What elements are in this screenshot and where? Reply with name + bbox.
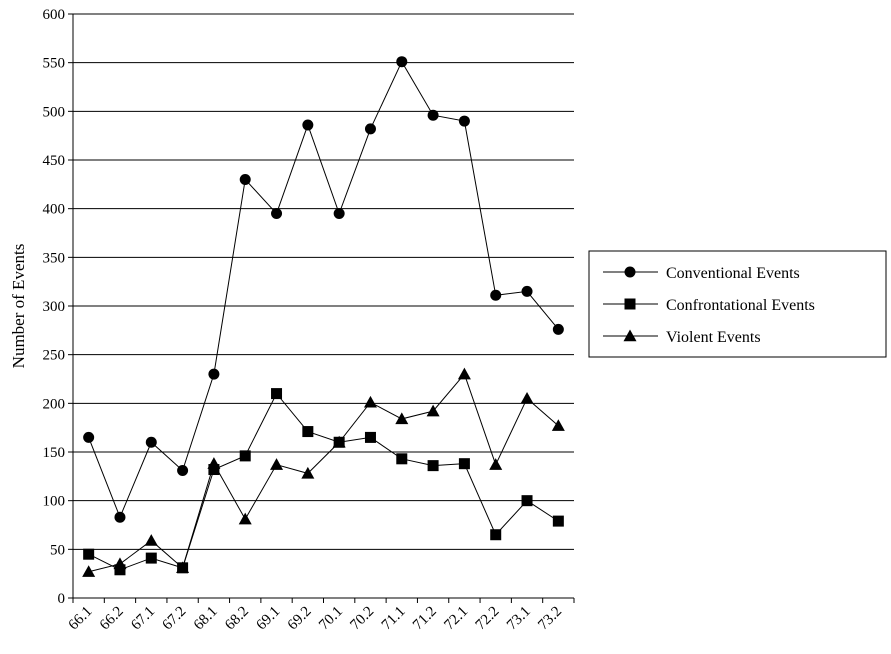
data-point-triangle bbox=[238, 512, 252, 525]
series-line bbox=[88, 373, 559, 573]
data-point-triangle bbox=[207, 457, 221, 469]
x-tick-label: 71.2 bbox=[410, 604, 440, 634]
x-tick-label: 69.1 bbox=[253, 604, 283, 634]
data-point-square bbox=[364, 431, 376, 443]
x-tick-label: 66.1 bbox=[66, 604, 96, 634]
data-point-circle bbox=[458, 115, 470, 127]
legend-item: Conventional Events bbox=[603, 265, 800, 282]
data-point-square bbox=[83, 548, 95, 560]
data-point-triangle bbox=[395, 412, 409, 425]
y-tick-label: 350 bbox=[43, 250, 66, 266]
data-point-circle bbox=[271, 208, 283, 220]
data-point-circle bbox=[521, 285, 533, 297]
axes bbox=[68, 13, 575, 603]
series-circle bbox=[83, 56, 564, 523]
legend: Conventional Events Confrontational Event… bbox=[588, 250, 887, 358]
data-point-circle bbox=[208, 368, 220, 380]
y-tick-label: 100 bbox=[43, 494, 66, 510]
data-point-circle bbox=[114, 511, 126, 523]
x-tick-label: 68.1 bbox=[191, 604, 221, 634]
data-point-triangle bbox=[113, 557, 127, 570]
y-tick-label: 200 bbox=[43, 396, 66, 412]
x-tick-label: 73.2 bbox=[535, 604, 565, 634]
legend-marker-circle bbox=[624, 266, 636, 278]
x-tick-label: 72.2 bbox=[473, 604, 503, 634]
data-point-circle bbox=[145, 436, 157, 448]
x-tick-label: 66.2 bbox=[97, 604, 127, 634]
series-line bbox=[88, 392, 559, 571]
x-tick-label: 68.2 bbox=[222, 604, 252, 634]
data-point-circle bbox=[302, 119, 314, 131]
legend-marker-square bbox=[624, 298, 636, 310]
data-point-circle bbox=[83, 431, 95, 443]
x-tick-label: 72.1 bbox=[441, 604, 471, 634]
data-point-square bbox=[302, 426, 314, 438]
data-point-square bbox=[271, 388, 283, 400]
data-point-triangle bbox=[551, 419, 565, 431]
legend-item: Confrontational Events bbox=[603, 297, 815, 314]
series-square bbox=[83, 388, 564, 576]
y-tick-label: 550 bbox=[43, 56, 66, 72]
data-point-square bbox=[145, 552, 157, 564]
legend-marker-triangle bbox=[623, 329, 637, 342]
x-tick-label: 67.1 bbox=[128, 604, 158, 634]
x-tick-label: 71.1 bbox=[379, 604, 409, 634]
data-point-triangle bbox=[270, 458, 284, 470]
x-tick-label: 70.1 bbox=[316, 604, 346, 634]
data-point-triangle bbox=[82, 565, 96, 577]
gridlines bbox=[73, 13, 574, 550]
x-tick-label: 70.2 bbox=[347, 604, 377, 634]
y-axis-label: Number of Events bbox=[9, 244, 28, 369]
data-point-circle bbox=[333, 208, 345, 220]
data-point-circle bbox=[177, 464, 189, 476]
series-group bbox=[82, 56, 565, 577]
legend-label: Confrontational Events bbox=[666, 297, 815, 314]
data-point-circle bbox=[552, 323, 564, 335]
data-point-triangle bbox=[176, 561, 190, 574]
data-point-square bbox=[114, 564, 126, 576]
data-point-circle bbox=[396, 56, 408, 68]
data-point-square bbox=[490, 529, 502, 541]
data-point-square bbox=[552, 515, 564, 527]
data-point-circle bbox=[239, 173, 251, 185]
data-point-square bbox=[458, 458, 470, 470]
data-point-square bbox=[521, 495, 533, 507]
data-point-triangle bbox=[301, 466, 315, 479]
data-point-triangle bbox=[520, 391, 534, 404]
legend-label: Violent Events bbox=[666, 329, 761, 346]
y-tick-label: 450 bbox=[43, 153, 66, 169]
data-point-square bbox=[427, 460, 439, 472]
y-tick-label: 500 bbox=[43, 104, 66, 120]
y-tick-label: 400 bbox=[43, 202, 66, 218]
data-point-triangle bbox=[457, 367, 471, 380]
data-point-circle bbox=[364, 123, 376, 135]
data-point-circle bbox=[427, 109, 439, 121]
data-point-square bbox=[396, 453, 408, 465]
y-tick-labels: 0 50 100 150 200 250 300 350 400 450 500 550 600 bbox=[43, 7, 66, 607]
y-tick-label: 250 bbox=[43, 348, 66, 364]
data-point-triangle bbox=[144, 534, 158, 546]
x-tick-label: 67.2 bbox=[160, 604, 190, 634]
data-point-triangle bbox=[363, 395, 377, 408]
x-tick-label: 69.2 bbox=[285, 604, 315, 634]
y-tick-label: 50 bbox=[50, 542, 65, 558]
data-point-triangle bbox=[489, 458, 503, 470]
y-tick-label: 150 bbox=[43, 445, 66, 461]
series-line bbox=[88, 60, 559, 519]
data-point-square bbox=[239, 450, 251, 462]
y-tick-label: 0 bbox=[58, 591, 66, 607]
y-tick-label: 600 bbox=[43, 7, 66, 23]
x-tick-labels: 66.1 66.2 67.1 67.2 68.1 68.2 69.1 69.2 70.1 70.2… bbox=[66, 604, 566, 634]
data-point-square bbox=[208, 464, 220, 476]
data-point-triangle bbox=[426, 404, 440, 417]
series-triangle bbox=[82, 367, 565, 577]
legend-item: Violent Events bbox=[603, 329, 761, 346]
x-tick-label: 73.1 bbox=[504, 604, 534, 634]
y-tick-label: 300 bbox=[43, 299, 66, 315]
data-point-circle bbox=[490, 289, 502, 301]
data-point-triangle bbox=[332, 435, 346, 448]
legend-label: Conventional Events bbox=[666, 265, 800, 282]
